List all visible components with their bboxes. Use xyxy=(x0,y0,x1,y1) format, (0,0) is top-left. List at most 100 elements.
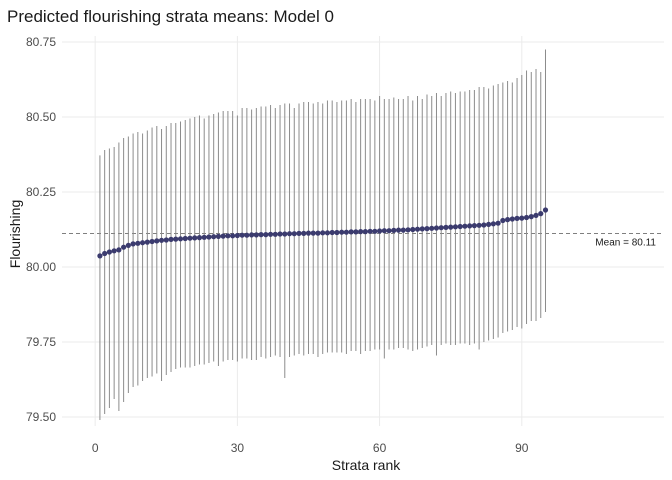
data-point xyxy=(277,231,283,237)
y-axis-title: Flourishing xyxy=(7,200,23,268)
data-point xyxy=(500,217,506,224)
data-point xyxy=(220,233,226,239)
data-point xyxy=(457,223,463,230)
x-tick-label: 60 xyxy=(373,441,387,455)
x-axis-title: Strata rank xyxy=(332,457,401,473)
y-tick-label: 80.25 xyxy=(26,185,56,199)
data-point xyxy=(154,238,160,244)
data-point xyxy=(225,233,231,239)
data-point xyxy=(448,224,454,230)
data-point xyxy=(258,232,264,238)
data-point xyxy=(234,232,240,239)
data-point xyxy=(538,211,544,217)
data-point xyxy=(125,242,131,248)
data-point xyxy=(504,217,511,223)
data-point xyxy=(158,237,165,243)
tick-labels: 79.50 79.75 80.00 80.25 80.50 80.75 0 30 60 90 xyxy=(26,35,529,455)
data-point xyxy=(239,232,245,238)
data-point xyxy=(272,231,278,237)
data-point xyxy=(467,223,473,229)
x-tick-label: 90 xyxy=(515,441,529,455)
data-point xyxy=(301,230,307,236)
data-point xyxy=(320,230,326,236)
y-tick-label: 79.50 xyxy=(26,410,56,424)
data-point xyxy=(381,228,387,234)
data-point xyxy=(372,228,378,234)
data-point xyxy=(528,214,534,220)
errorbars xyxy=(99,49,546,420)
data-point xyxy=(542,207,549,213)
data-point xyxy=(424,226,430,232)
data-point xyxy=(144,239,150,245)
data-point xyxy=(400,227,406,233)
data-point xyxy=(334,229,340,236)
data-point xyxy=(353,229,359,235)
data-point xyxy=(315,230,321,236)
data-point xyxy=(201,234,207,240)
data-point xyxy=(490,221,496,227)
data-point xyxy=(438,225,444,231)
data-points xyxy=(97,207,549,259)
data-point xyxy=(429,225,435,231)
data-point xyxy=(362,229,368,235)
reference-line-group: Mean = 80.11 xyxy=(62,232,664,248)
data-point xyxy=(182,235,188,242)
data-point xyxy=(481,222,487,228)
data-point xyxy=(187,235,193,241)
data-point xyxy=(471,223,477,229)
data-point xyxy=(206,234,212,240)
data-point xyxy=(452,224,459,230)
data-point xyxy=(192,235,198,241)
data-point xyxy=(519,215,525,221)
data-point xyxy=(196,235,203,241)
data-point xyxy=(462,223,468,229)
data-point xyxy=(310,230,316,236)
y-tick-label: 79.75 xyxy=(26,335,56,349)
data-point xyxy=(177,236,184,242)
data-point xyxy=(329,229,335,236)
data-point xyxy=(244,232,250,238)
data-point xyxy=(533,212,539,218)
x-tick-label: 30 xyxy=(231,441,245,455)
data-point xyxy=(130,241,136,247)
data-point xyxy=(230,233,236,239)
data-point xyxy=(296,230,302,236)
data-point xyxy=(514,215,520,221)
data-point xyxy=(509,216,515,222)
data-point xyxy=(443,224,449,230)
data-point xyxy=(215,233,222,239)
data-point xyxy=(324,230,331,236)
data-point xyxy=(211,234,217,240)
y-tick-label: 80.75 xyxy=(26,35,56,49)
data-point xyxy=(106,249,113,255)
chart-title: Predicted flourishing strata means: Mode… xyxy=(7,7,334,26)
data-point xyxy=(111,248,117,254)
data-point xyxy=(305,230,312,236)
data-point xyxy=(405,227,411,233)
data-point xyxy=(102,250,108,257)
data-point xyxy=(282,231,288,237)
data-point xyxy=(163,237,169,243)
data-point xyxy=(348,229,354,235)
data-point xyxy=(410,226,416,233)
data-point xyxy=(358,229,364,235)
data-point xyxy=(116,247,122,253)
data-point xyxy=(139,240,146,246)
data-point xyxy=(121,244,127,250)
data-point xyxy=(486,221,492,227)
data-point xyxy=(168,236,174,242)
y-tick-label: 80.50 xyxy=(26,110,56,124)
x-tick-label: 0 xyxy=(92,441,99,455)
data-point xyxy=(263,232,269,238)
data-point xyxy=(286,231,293,237)
data-point xyxy=(173,236,179,242)
data-point xyxy=(414,226,421,232)
data-point xyxy=(135,240,141,246)
data-point xyxy=(267,231,274,237)
data-point xyxy=(386,228,392,234)
data-point xyxy=(249,232,255,238)
data-point xyxy=(367,228,373,234)
data-point xyxy=(343,229,350,235)
